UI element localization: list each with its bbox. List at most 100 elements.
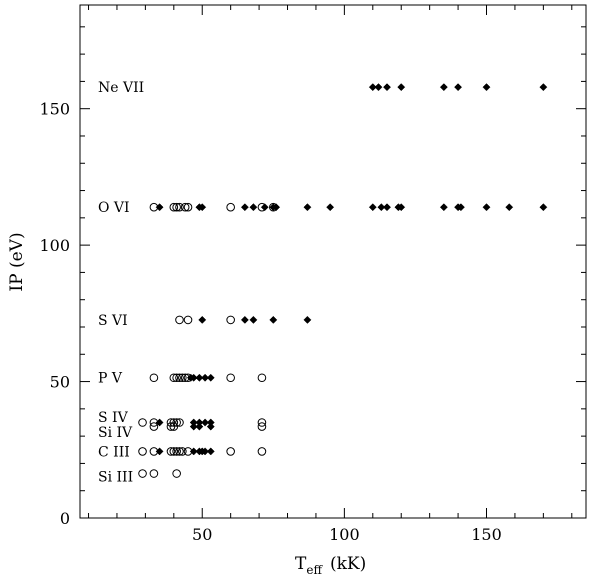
y-tick-label: 0 (60, 509, 70, 528)
ion-label: C III (98, 444, 130, 460)
open-circle-point (257, 422, 267, 431)
x-axis-title-unit: (kK) (330, 554, 366, 574)
x-tick-label: 100 (329, 525, 360, 544)
open-circle-point (257, 373, 267, 383)
filled-diamond-point (326, 203, 335, 212)
filled-diamond-point (383, 83, 391, 92)
ion-label: S VI (98, 313, 128, 329)
filled-diamond-point (303, 203, 312, 212)
filled-diamond-point (155, 203, 164, 212)
open-circle-point (138, 447, 147, 456)
filled-diamond-point (368, 83, 377, 92)
open-circle-point (169, 447, 179, 456)
open-circle-point (172, 373, 181, 383)
open-circle-point (175, 447, 184, 456)
filled-diamond-point (240, 203, 249, 212)
filled-diamond-point (201, 373, 210, 382)
open-circle-point (180, 202, 190, 212)
open-circle-point (226, 202, 235, 212)
plot-frame (79, 4, 587, 519)
ion-label: Ne VII (98, 80, 144, 96)
open-circle-point (226, 315, 235, 325)
open-circle-point (257, 447, 267, 456)
filled-diamond-point (439, 203, 448, 212)
filled-diamond-point (240, 315, 249, 324)
ion-label: Si III (98, 469, 133, 485)
open-circle-point (175, 315, 184, 325)
x-axis-title-sub: eff (306, 563, 323, 577)
open-circle-point (149, 373, 159, 383)
open-circle-point (175, 202, 184, 212)
filled-diamond-point (189, 447, 198, 456)
open-circle-point (169, 373, 179, 383)
filled-diamond-point (189, 373, 198, 382)
open-circle-point (226, 447, 235, 456)
filled-diamond-point (195, 373, 204, 382)
filled-diamond-point (249, 203, 258, 212)
axes: 50 100 150 0 50 100 150 (39, 4, 587, 544)
open-circle-point (178, 373, 187, 383)
open-circle-point (172, 447, 181, 456)
filled-diamond-point (303, 315, 312, 324)
x-tick-label: 150 (471, 525, 502, 544)
y-tick-label: 150 (39, 100, 70, 119)
data-points (138, 83, 548, 478)
x-axis-title: Teff (kK) (295, 554, 366, 577)
open-circle-point (149, 422, 159, 431)
filled-diamond-point (272, 203, 281, 212)
filled-diamond-point (198, 447, 207, 456)
filled-diamond-point (155, 418, 164, 427)
filled-diamond-point (482, 203, 491, 212)
ion-label: S IV (98, 410, 129, 426)
open-circle-point (172, 469, 181, 478)
ion-label: O VI (98, 200, 130, 216)
filled-diamond-point (198, 203, 207, 212)
x-axis-title-main: T (295, 554, 307, 574)
open-circle-point (169, 422, 179, 431)
open-circle-point (175, 373, 184, 383)
open-circle-point (166, 422, 176, 431)
open-circle-point (138, 469, 147, 478)
filled-diamond-point (269, 315, 278, 324)
filled-diamond-point (195, 422, 204, 431)
open-circle-point (166, 447, 176, 456)
filled-diamond-point (206, 422, 215, 431)
filled-diamond-point (456, 203, 465, 212)
open-circle-point (257, 418, 267, 427)
filled-diamond-point (383, 203, 391, 212)
filled-diamond-point (539, 83, 548, 92)
open-circle-point (226, 373, 235, 383)
filled-diamond-point (397, 83, 406, 92)
open-circle-point (138, 418, 147, 427)
filled-diamond-point (374, 83, 383, 92)
x-tick-label: 50 (192, 525, 212, 544)
y-tick-label: 50 (50, 373, 70, 392)
filled-diamond-point (397, 203, 406, 212)
filled-diamond-point (206, 447, 215, 456)
open-circle-point (172, 202, 181, 212)
open-circle-point (149, 469, 159, 478)
filled-diamond-point (482, 83, 491, 92)
filled-diamond-point (368, 203, 377, 212)
y-tick-label: 100 (39, 236, 70, 255)
filled-diamond-point (249, 315, 258, 324)
filled-diamond-point (377, 203, 386, 212)
open-circle-point (169, 202, 179, 212)
filled-diamond-point (260, 203, 269, 212)
open-circle-point (183, 315, 193, 325)
ion-label: Si IV (98, 425, 133, 441)
filled-diamond-point (539, 203, 548, 212)
filled-diamond-point (206, 373, 215, 382)
open-circle-point (178, 447, 187, 456)
filled-diamond-point (439, 83, 448, 92)
ion-label: P V (98, 371, 123, 387)
filled-diamond-point (189, 422, 198, 431)
open-circle-point (175, 418, 184, 427)
y-axis-title: IP (eV) (7, 232, 27, 291)
filled-diamond-point (155, 447, 164, 456)
filled-diamond-point (198, 315, 207, 324)
filled-diamond-point (454, 83, 463, 92)
filled-diamond-point (201, 418, 210, 427)
